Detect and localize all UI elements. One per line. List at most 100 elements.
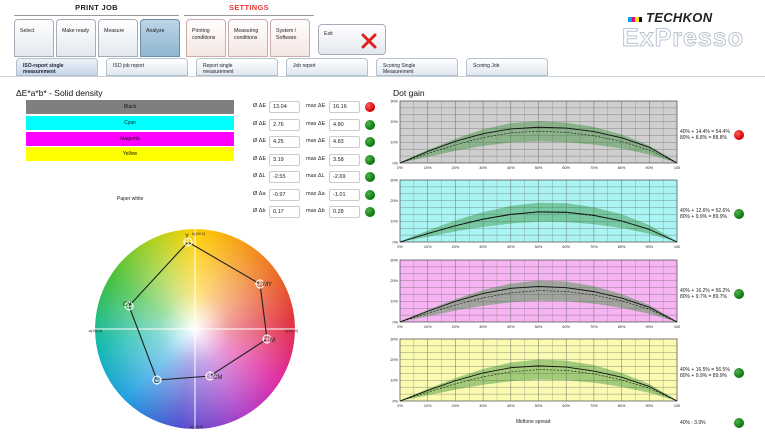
metric-label: Ø ΔE <box>253 138 267 144</box>
y-tick-label: 20% <box>390 199 398 203</box>
wheel-point-cy: CY <box>123 301 134 311</box>
tab-job-report[interactable]: Job report <box>286 58 368 76</box>
printing-conditions-label-2: conditions <box>192 34 216 41</box>
wheel-point-label: CM <box>213 375 222 381</box>
y-tick-label: 0% <box>393 240 399 244</box>
brand-name: TECHKON <box>646 10 713 25</box>
system-software-button[interactable]: System / Software <box>270 19 310 57</box>
dot-gain-legend: 40% + 16.5% = 56.5% 80% + 9.9% = 89.9% <box>680 367 730 379</box>
wheel-axis-top: b(100.0) <box>192 232 205 236</box>
metric-max-label: max Δa <box>306 190 325 197</box>
x-tick-label: 70% <box>590 166 598 170</box>
y-tick-label: 0% <box>393 161 399 165</box>
metric-status-green <box>365 189 375 200</box>
y-tick-label: 30% <box>390 337 398 341</box>
x-tick-label: 100 <box>674 404 680 408</box>
x-tick-label: 30% <box>479 245 487 249</box>
color-wheel: Y MY M CM C CY b(100.0) -b(100.0) -a(100.0) a… <box>88 229 298 429</box>
metric-value: 13.04 <box>269 101 300 113</box>
metric-label: Ø Δa <box>253 190 266 197</box>
metric-value: 0.17 <box>269 206 300 218</box>
x-tick-label: 40% <box>507 404 515 408</box>
tab-scoring-job[interactable]: Scoring Job <box>466 58 548 76</box>
x-tick-label: 80% <box>618 404 626 408</box>
x-tick-label: 0% <box>397 325 403 329</box>
tab-scoring-single-label-1: Scoring Single <box>383 63 416 69</box>
metric-max-label: max ΔE <box>306 138 326 144</box>
swatch-yellow: Yellow <box>26 147 234 162</box>
exit-button[interactable]: Exit <box>318 24 386 55</box>
tab-iso-report-single[interactable]: ISO-report single measurement <box>16 58 98 76</box>
tab-iso-job-report-label: ISO job report <box>113 63 145 69</box>
y-tick-label: 10% <box>390 141 398 145</box>
measured-line <box>399 365 678 402</box>
y-tick-label: 0% <box>393 399 399 403</box>
metric-max-label: max Δb <box>306 208 325 214</box>
measure-label: Measure <box>104 28 125 34</box>
reference-line <box>399 290 678 323</box>
tab-iso-job-report[interactable]: ISO job report <box>106 58 188 76</box>
x-tick-label: 70% <box>590 325 598 329</box>
x-tick-label: 10% <box>424 245 432 249</box>
x-tick-label: 0% <box>397 166 403 170</box>
analyze-button[interactable]: Analyze <box>140 19 180 57</box>
close-icon <box>361 33 377 49</box>
y-tick-label: 20% <box>390 358 398 362</box>
dot-gain-legend-line: 80% + 9.9% = 89.9% <box>680 214 727 220</box>
wheel-point-label: Y <box>185 234 189 240</box>
dot-gain-legend-line: 40% + 16.2% = 56.2% <box>680 288 730 294</box>
dot-gain-legend: 40% + 14.4% = 54.4% 80% + 8.8% = 88.8% <box>680 129 730 141</box>
dot-gain-legend-line: 40% + 16.5% = 56.5% <box>680 367 730 373</box>
measuring-conditions-button[interactable]: Measuring conditions <box>228 19 268 57</box>
wheel-point-c: C <box>152 375 162 385</box>
x-tick-label: 0% <box>397 404 403 408</box>
metric-status-red <box>365 102 375 112</box>
analyze-label: Analyze <box>146 28 165 34</box>
tab-scoring-job-label: Scoring Job <box>473 63 500 69</box>
x-tick-label: 30% <box>479 404 487 408</box>
dot-gain-legend-line: 40% + 14.4% = 54.4% <box>680 129 730 135</box>
metric-max-value: 0.28 <box>329 206 360 218</box>
tab-scoring-single[interactable]: Scoring Single Measurement <box>376 58 458 76</box>
x-tick-label: 70% <box>590 404 598 408</box>
dot-gain-legend-line: 80% + 9.7% = 89.7% <box>680 294 727 300</box>
make-ready-button[interactable]: Make ready <box>56 19 96 57</box>
y-tick-label: 30% <box>390 99 398 103</box>
metric-max-label: max ΔL <box>306 173 325 179</box>
reference-line <box>399 130 678 164</box>
x-tick-label: 50% <box>535 325 543 329</box>
x-tick-label: 90% <box>645 325 653 329</box>
measuring-conditions-label-2: conditions <box>234 34 258 41</box>
x-tick-label: 90% <box>645 166 653 170</box>
x-tick-label: 90% <box>645 404 653 408</box>
x-tick-label: 50% <box>535 245 543 249</box>
dot-gain-title: Dot gain <box>393 88 425 98</box>
measured-line <box>399 286 678 323</box>
dot-gain-chart-cyan: 0% 10% 20% 30% 40% 50% 60% 70% 80% 90% 100 0% 10% 20%… <box>390 178 680 249</box>
metric-label: Ø Δb <box>253 208 266 214</box>
measure-button[interactable]: Measure <box>98 19 138 57</box>
printing-conditions-button[interactable]: Printing conditions <box>186 19 226 57</box>
x-tick-label: 100 <box>674 325 680 329</box>
x-tick-label: 40% <box>507 166 515 170</box>
metric-label: Ø ΔE <box>253 120 267 127</box>
x-tick-label: 90% <box>645 245 653 249</box>
metric-status-green <box>365 154 375 165</box>
dot-gain-chart-yellow: 0% 10% 20% 30% 40% 50% 60% 70% 80% 90% 100 0% 10% 20%… <box>390 337 680 408</box>
tolerance-band <box>400 359 677 401</box>
metric-label: Ø ΔL <box>253 173 266 179</box>
metric-max-value: 4.83 <box>329 136 360 148</box>
select-button[interactable]: Select <box>14 19 54 57</box>
select-label: Select <box>20 28 35 34</box>
tab-report-single[interactable]: Report single measurement <box>196 58 278 76</box>
x-tick-label: 40% <box>507 325 515 329</box>
swatch-black: Black <box>26 100 234 114</box>
brand-color-bars <box>628 17 642 22</box>
tab-iso-report-single-label-2: measurement <box>23 69 56 75</box>
wheel-point-label: MY <box>263 282 272 288</box>
metric-max-label: max ΔE <box>306 103 326 109</box>
x-tick-label: 10% <box>424 404 432 408</box>
midtone-spread-label: Midtone spread <box>516 419 551 425</box>
x-tick-label: 0% <box>397 245 403 249</box>
